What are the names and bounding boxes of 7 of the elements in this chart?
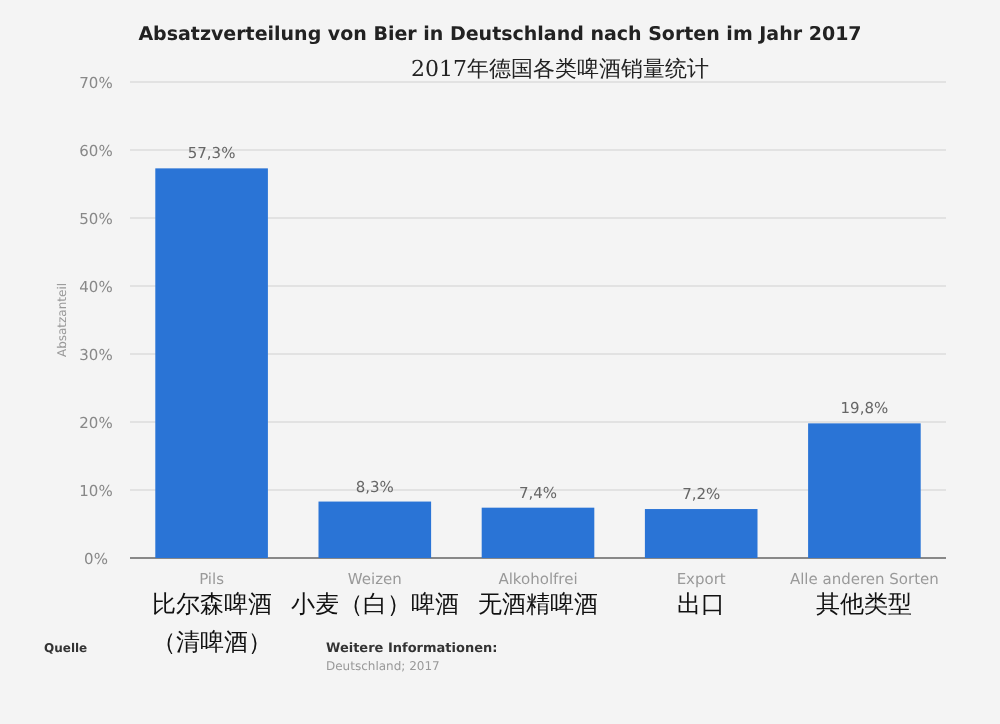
chart-title: Absatzverteilung von Bier in Deutschland nach Sorten im Jahr 2017 — [138, 24, 862, 46]
chart-subtitle: 2017年德国各类啤酒销量统计 — [411, 56, 709, 82]
bar — [481, 507, 595, 558]
bar — [155, 168, 268, 558]
bar — [644, 509, 758, 558]
bar — [318, 501, 432, 558]
bar — [808, 423, 921, 558]
